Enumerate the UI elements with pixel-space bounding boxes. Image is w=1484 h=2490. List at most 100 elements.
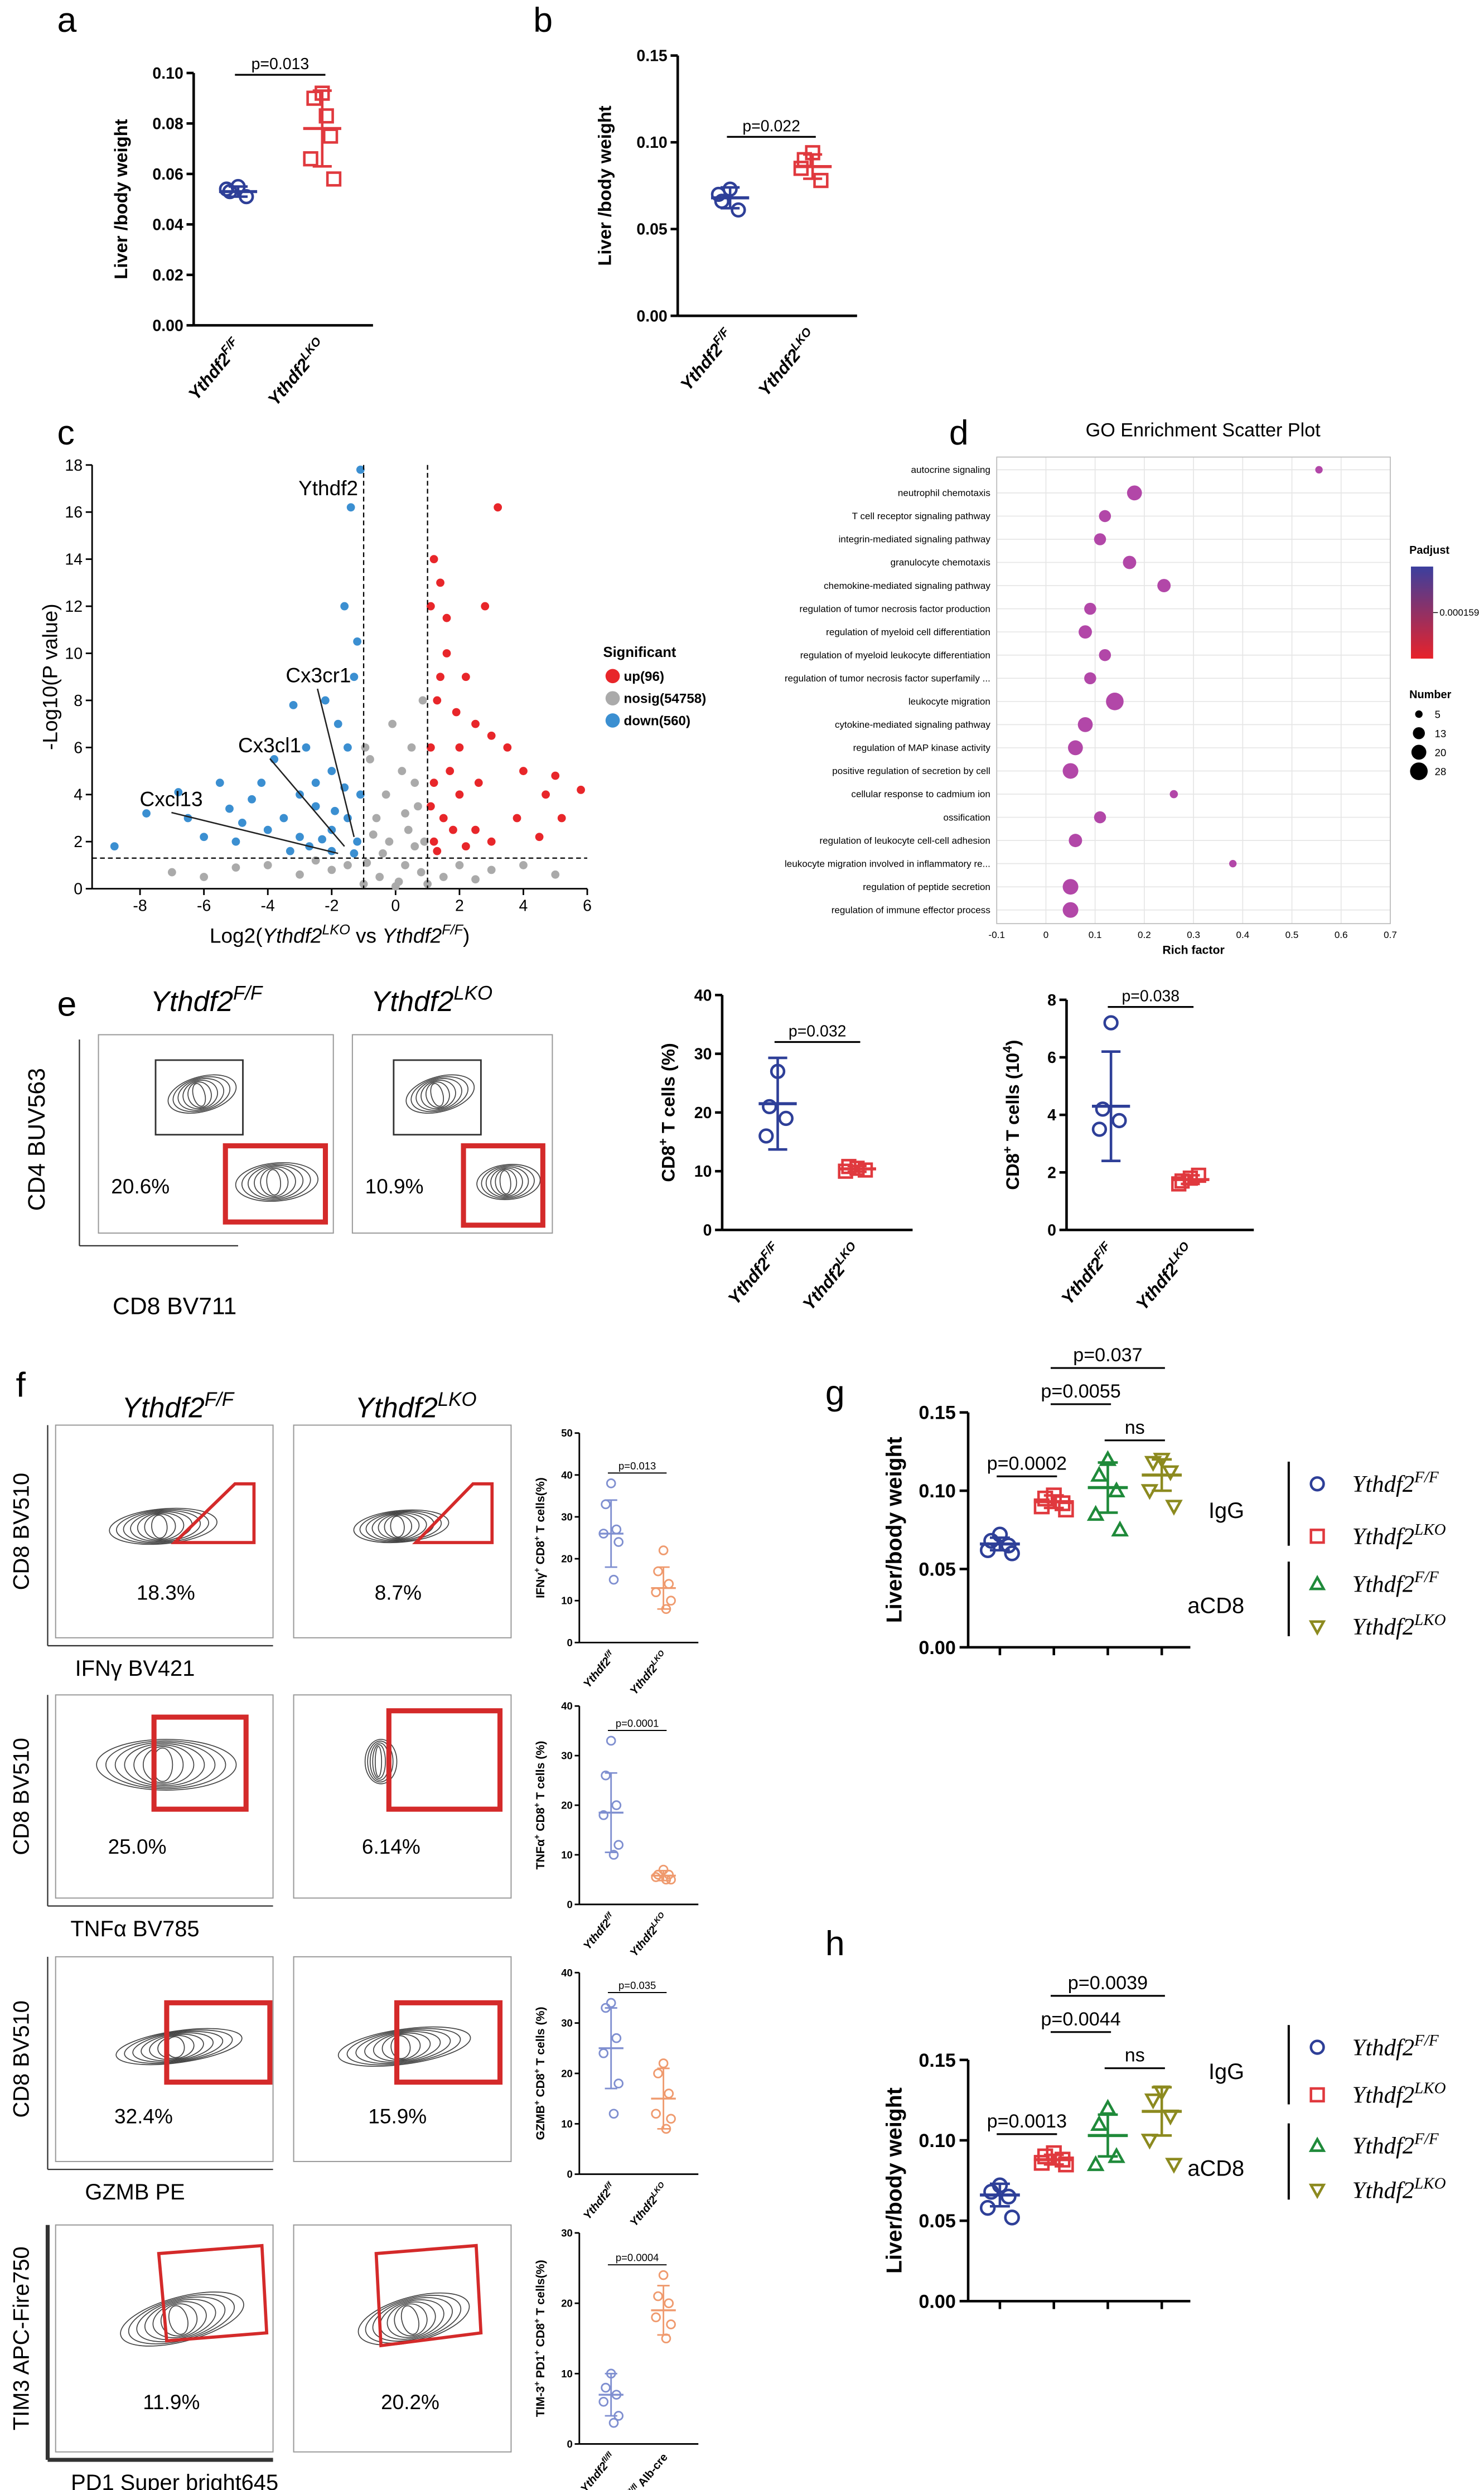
x-tick-label: 0.7 xyxy=(1384,930,1397,940)
gate xyxy=(412,1482,494,1544)
y-tick-label: cytokine-mediated signaling pathway xyxy=(835,719,990,730)
contour xyxy=(96,1739,237,1791)
data-point xyxy=(353,637,362,646)
p-value: p=0.032 xyxy=(789,1023,847,1041)
data-point xyxy=(611,1524,622,1535)
contour xyxy=(141,2032,214,2062)
contour xyxy=(137,1512,185,1541)
text-part: Ythdf2 xyxy=(1132,1259,1182,1314)
contour xyxy=(172,1076,231,1113)
contour xyxy=(364,1739,398,1785)
y-tick-label: 0.04 xyxy=(152,216,183,234)
gate-percent: 32.4% xyxy=(114,2105,173,2128)
data-point xyxy=(601,2382,611,2393)
text-part: Ythdf2 xyxy=(581,1655,613,1690)
contour xyxy=(372,1744,386,1779)
text-part: Ythdf2 xyxy=(1352,1571,1414,1597)
data-point xyxy=(356,465,365,474)
legend-label: Ythdf2F/F xyxy=(1352,1468,1439,1497)
contour xyxy=(353,1509,449,1544)
y-tick-label: regulation of immune effector process xyxy=(832,905,990,915)
text-part: T cells (10 xyxy=(1002,1053,1023,1146)
size-legend-marker xyxy=(1415,710,1423,718)
size-legend-label: 28 xyxy=(1435,766,1447,777)
data-point xyxy=(535,833,544,842)
data-point xyxy=(238,819,246,827)
x-tick-label: Ythdf2F/F xyxy=(1056,1239,1119,1308)
data-point xyxy=(436,673,444,681)
data-point xyxy=(385,837,394,846)
p-value: p=0.038 xyxy=(1122,988,1180,1005)
data-point xyxy=(1144,2093,1162,2110)
data-point xyxy=(407,743,416,752)
legend-label: Ythdf2F/F xyxy=(1352,2130,1439,2159)
data-point xyxy=(423,879,432,888)
y-tick-label: 10 xyxy=(65,645,83,663)
data-point xyxy=(110,842,119,851)
data-point xyxy=(613,2078,624,2088)
data-point xyxy=(471,875,480,884)
y-tick-label: 2 xyxy=(74,833,83,851)
x-tick-label: Ythdf2fl/fl xyxy=(577,2449,618,2490)
y-tick-label: 30 xyxy=(561,1750,573,1762)
y-tick-label: 0.15 xyxy=(919,1403,955,1424)
flow-plot xyxy=(55,1956,274,2162)
text-part: + xyxy=(533,2350,542,2354)
bubble xyxy=(1106,693,1124,710)
x-axis-label: Rich factor xyxy=(1162,943,1224,956)
data-point xyxy=(577,785,585,794)
data-point xyxy=(606,1735,616,1746)
gate-percent: 20.2% xyxy=(381,2391,439,2414)
contour xyxy=(115,1508,209,1544)
data-point xyxy=(487,837,496,846)
data-point xyxy=(651,1587,661,1598)
data-point xyxy=(653,2068,663,2078)
data-point xyxy=(442,613,451,622)
data-point xyxy=(410,779,419,787)
x-tick-label: 2 xyxy=(455,897,464,915)
text-part: CD8 xyxy=(534,1807,547,1835)
y-tick-label: 0.00 xyxy=(919,2291,955,2312)
flow-plot xyxy=(351,1034,553,1234)
data-point xyxy=(401,861,409,869)
contour xyxy=(359,1510,442,1543)
data-point xyxy=(653,2291,663,2302)
data-point xyxy=(557,814,566,823)
data-point xyxy=(449,825,457,834)
y-tick-label: 0.15 xyxy=(919,2050,955,2071)
text-part: Ythdf2 xyxy=(151,985,233,1017)
size-legend-marker xyxy=(1411,744,1427,760)
text-part: T cells (%) xyxy=(534,1741,547,1803)
data-point xyxy=(429,837,438,846)
contour xyxy=(373,2032,431,2062)
contour xyxy=(367,1740,394,1783)
annotation-line xyxy=(269,758,345,847)
y-tick-label: 10 xyxy=(694,1163,712,1181)
x-tick-label: Ythdf2F/F xyxy=(183,334,246,404)
data-point xyxy=(1108,1481,1125,1497)
p-value: p=0.0055 xyxy=(1041,1381,1120,1402)
data-point xyxy=(651,1872,661,1882)
data-point xyxy=(381,790,390,799)
data-point xyxy=(608,1574,619,1585)
data-point xyxy=(417,868,426,877)
legend-label: Ythdf2LKO xyxy=(1352,1521,1446,1550)
data-point xyxy=(598,1810,609,1820)
data-point xyxy=(375,873,384,881)
data-point xyxy=(813,172,829,188)
y-tick-label: 10 xyxy=(561,1849,573,1860)
text-part: CD8 xyxy=(534,2323,547,2351)
data-point xyxy=(398,767,407,775)
contour xyxy=(390,1516,405,1538)
data-point xyxy=(436,578,444,587)
data-point xyxy=(263,861,272,869)
legend-marker xyxy=(1309,2087,1325,2103)
x-tick-label: -4 xyxy=(261,897,275,915)
data-point xyxy=(326,171,342,187)
data-point xyxy=(983,1532,999,1549)
y-tick-label: regulation of myeloid leukocyte differen… xyxy=(800,650,990,660)
y-tick-label: 40 xyxy=(561,1469,573,1481)
data-point xyxy=(1099,2099,1117,2115)
y-tick-label: 0.00 xyxy=(919,1637,955,1659)
contour xyxy=(254,1166,296,1198)
